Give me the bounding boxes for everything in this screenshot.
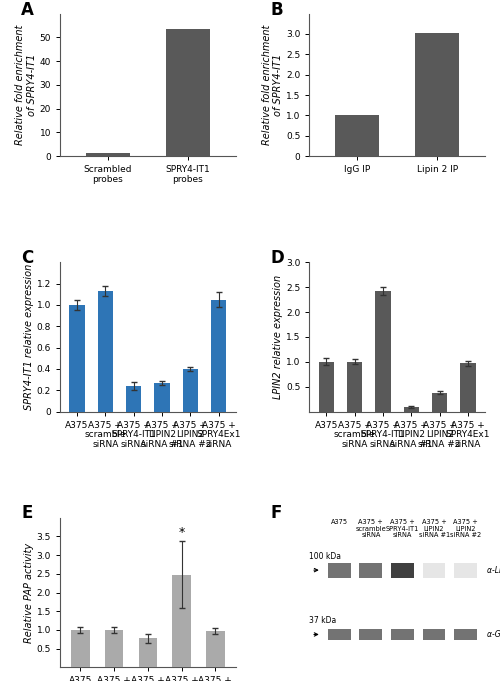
Text: α-LPIN2 Ab: α-LPIN2 Ab: [487, 566, 500, 575]
Bar: [86, 153, 130, 156]
Bar: [360, 629, 382, 639]
Bar: [126, 386, 142, 412]
Bar: [336, 115, 379, 156]
Text: A375 +
SPRY4-IT1
siRNA: A375 + SPRY4-IT1 siRNA: [386, 519, 419, 538]
Bar: [138, 638, 157, 667]
Bar: [206, 631, 225, 667]
Text: *: *: [178, 526, 184, 539]
Y-axis label: LPIN2 relative expression: LPIN2 relative expression: [273, 275, 283, 399]
Bar: [104, 630, 124, 667]
Text: A: A: [22, 1, 34, 19]
Bar: [328, 563, 350, 577]
Text: 37 kDa: 37 kDa: [310, 616, 336, 625]
Bar: [166, 29, 210, 156]
Text: A375 +
LIPIN2
siRNA #1: A375 + LIPIN2 siRNA #1: [418, 519, 450, 538]
Y-axis label: Relative fold enrichment
of SPRY4-IT1: Relative fold enrichment of SPRY4-IT1: [15, 25, 36, 145]
Bar: [460, 364, 476, 412]
Bar: [375, 291, 391, 412]
Text: 100 kDa: 100 kDa: [310, 552, 342, 561]
Bar: [98, 291, 113, 412]
Bar: [360, 563, 382, 577]
Y-axis label: Relative fold enrichment
of SPRY4-IT1: Relative fold enrichment of SPRY4-IT1: [262, 25, 283, 145]
Y-axis label: Relative PAP activity: Relative PAP activity: [24, 543, 34, 643]
Y-axis label: SPRY4-IT1 relative expression: SPRY4-IT1 relative expression: [24, 264, 34, 410]
Bar: [71, 630, 90, 667]
Bar: [69, 305, 85, 412]
Bar: [404, 407, 419, 412]
Bar: [422, 629, 446, 639]
Text: B: B: [270, 1, 283, 19]
Bar: [422, 563, 446, 577]
Bar: [182, 369, 198, 412]
Bar: [391, 629, 414, 639]
Text: α-GAPDH Ab: α-GAPDH Ab: [487, 630, 500, 639]
Bar: [318, 362, 334, 412]
Text: A375: A375: [330, 519, 348, 525]
Text: A375 +
LIPIN2
siRNA #2: A375 + LIPIN2 siRNA #2: [450, 519, 482, 538]
Text: C: C: [22, 249, 34, 267]
Text: F: F: [270, 505, 282, 522]
Bar: [454, 563, 477, 577]
Bar: [454, 629, 477, 639]
Bar: [391, 563, 414, 577]
Bar: [415, 33, 459, 156]
Text: D: D: [270, 249, 284, 267]
Bar: [328, 629, 350, 639]
Bar: [172, 575, 191, 667]
Bar: [154, 383, 170, 412]
Bar: [432, 393, 448, 412]
Text: E: E: [22, 505, 32, 522]
Bar: [211, 300, 226, 412]
Text: A375 +
scramble
siRNA: A375 + scramble siRNA: [356, 519, 386, 538]
Bar: [347, 362, 362, 412]
